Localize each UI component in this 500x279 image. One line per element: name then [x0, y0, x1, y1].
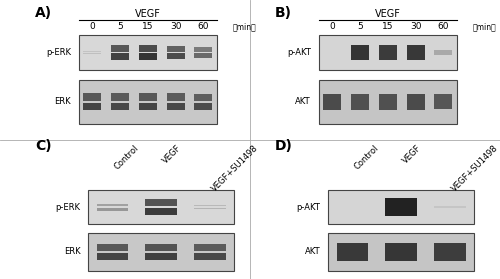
Text: 5: 5: [357, 22, 363, 31]
Text: p-ERK: p-ERK: [46, 48, 71, 57]
Bar: [84, 93, 102, 101]
Bar: [434, 94, 452, 109]
Bar: [111, 103, 129, 110]
Bar: [318, 80, 457, 124]
Bar: [194, 94, 212, 101]
Bar: [328, 190, 474, 224]
Bar: [96, 244, 128, 251]
Bar: [139, 53, 157, 60]
Bar: [351, 45, 369, 60]
Bar: [111, 53, 129, 59]
Text: VEGF: VEGF: [401, 143, 423, 166]
Bar: [111, 45, 129, 52]
Bar: [406, 94, 424, 110]
Text: p-ERK: p-ERK: [56, 203, 80, 212]
Bar: [406, 45, 424, 60]
Bar: [166, 103, 184, 110]
Text: 30: 30: [170, 22, 181, 31]
Text: VEGF+SU1498: VEGF+SU1498: [450, 143, 500, 194]
Bar: [96, 253, 128, 260]
Bar: [324, 94, 342, 110]
Bar: [166, 53, 184, 59]
Bar: [318, 35, 457, 70]
Bar: [146, 253, 177, 260]
Text: 60: 60: [438, 22, 449, 31]
Bar: [146, 244, 177, 251]
Text: VEGF: VEGF: [375, 9, 401, 20]
Bar: [194, 208, 226, 210]
Text: 15: 15: [382, 22, 394, 31]
Text: D): D): [275, 140, 292, 153]
Bar: [78, 80, 217, 124]
Text: AKT: AKT: [296, 97, 311, 106]
Bar: [166, 93, 184, 101]
Text: VEGF+SU1498: VEGF+SU1498: [210, 143, 260, 194]
Bar: [328, 233, 474, 271]
Bar: [84, 51, 102, 52]
Text: Control: Control: [352, 143, 380, 172]
Text: （min）: （min）: [472, 22, 496, 31]
Text: A): A): [35, 6, 52, 20]
Text: B): B): [275, 6, 292, 20]
Bar: [351, 94, 369, 110]
Bar: [139, 103, 157, 110]
Bar: [434, 244, 466, 261]
Bar: [194, 53, 212, 58]
Text: ERK: ERK: [64, 247, 80, 256]
Bar: [88, 233, 234, 271]
Bar: [146, 199, 177, 206]
Text: VEGF: VEGF: [135, 9, 161, 20]
Bar: [166, 46, 184, 52]
Bar: [434, 50, 452, 54]
Bar: [88, 190, 234, 224]
Text: ERK: ERK: [54, 97, 71, 106]
Text: p-AKT: p-AKT: [287, 48, 311, 57]
Bar: [336, 243, 368, 261]
Text: C): C): [35, 140, 51, 153]
Text: 0: 0: [90, 22, 95, 31]
Text: Control: Control: [112, 143, 140, 172]
Text: 15: 15: [142, 22, 154, 31]
Bar: [96, 208, 128, 211]
Bar: [194, 205, 226, 206]
Bar: [194, 47, 212, 52]
Bar: [194, 253, 226, 260]
Text: （min）: （min）: [232, 22, 256, 31]
Bar: [84, 53, 102, 54]
Bar: [386, 198, 417, 217]
Bar: [146, 208, 177, 215]
Text: VEGF: VEGF: [161, 143, 184, 166]
Bar: [194, 244, 226, 251]
Bar: [139, 93, 157, 101]
Bar: [78, 35, 217, 70]
Text: 30: 30: [410, 22, 422, 31]
Bar: [139, 45, 157, 52]
Bar: [386, 243, 417, 261]
Text: p-AKT: p-AKT: [296, 203, 320, 212]
Bar: [434, 206, 466, 208]
Text: 0: 0: [330, 22, 335, 31]
Text: 60: 60: [198, 22, 209, 31]
Bar: [96, 204, 128, 206]
Bar: [84, 103, 102, 110]
Bar: [379, 94, 397, 110]
Bar: [379, 45, 397, 60]
Text: AKT: AKT: [305, 247, 320, 256]
Bar: [194, 103, 212, 110]
Text: 5: 5: [117, 22, 123, 31]
Bar: [111, 93, 129, 101]
